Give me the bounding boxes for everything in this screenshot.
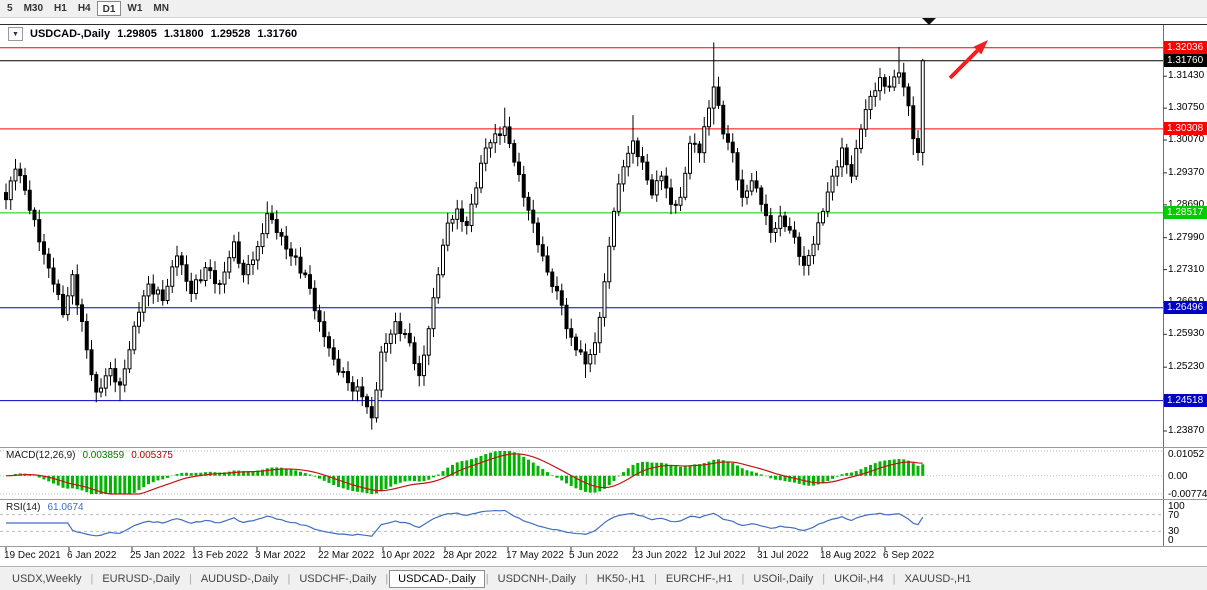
date-tick-label: 18 Aug 2022 bbox=[820, 550, 877, 561]
timeframe-button-5[interactable]: 5 bbox=[7, 3, 13, 14]
date-tick-label: 13 Feb 2022 bbox=[192, 550, 249, 561]
tab-separator: | bbox=[654, 572, 657, 585]
chart-info-line: ▼ USDCAD-,Daily 1.29805 1.31800 1.29528 … bbox=[8, 27, 297, 41]
tab-separator: | bbox=[188, 572, 192, 585]
macd-label: MACD(12,26,9) bbox=[6, 450, 76, 461]
macd-signal-line bbox=[5, 453, 923, 495]
tab-usdcnh-daily[interactable]: USDCNH-,Daily bbox=[497, 572, 576, 585]
timeframe-button-h1[interactable]: H1 bbox=[54, 3, 67, 14]
low-value: 1.29528 bbox=[210, 28, 251, 40]
tab-xauusd-h1[interactable]: XAUUSD-,H1 bbox=[904, 572, 972, 585]
trend-arrow-shaft[interactable] bbox=[948, 49, 979, 80]
horizontal-line-objects[interactable] bbox=[0, 47, 1163, 402]
date-tick-label: 19 Dec 2021 bbox=[4, 550, 61, 561]
macd-signal-value: 0.005375 bbox=[131, 450, 173, 461]
macd-scale-label: 0.00 bbox=[1168, 470, 1188, 482]
price-tick-label: 1.30750 bbox=[1168, 102, 1205, 114]
price-tick-label: 1.23870 bbox=[1168, 424, 1205, 436]
date-tick-label: 10 Apr 2022 bbox=[381, 550, 435, 561]
timeframe-button-d1[interactable]: D1 bbox=[96, 1, 122, 16]
macd-info-line: MACD(12,26,9) 0.003859 0.005375 bbox=[6, 450, 173, 461]
rsi-info-line: RSI(14) 61.0674 bbox=[6, 502, 84, 513]
one-click-trading-toggle[interactable]: ▼ bbox=[8, 27, 23, 41]
tab-ukoil-h4[interactable]: UKOil-,H4 bbox=[834, 572, 884, 585]
rsi-scale-label: 100 bbox=[1168, 501, 1185, 512]
candlestick-series bbox=[4, 42, 925, 430]
hline-price-label: 1.30308 bbox=[1164, 122, 1207, 136]
chart-canvas bbox=[0, 18, 1207, 551]
timeframe-button-h4[interactable]: H4 bbox=[77, 3, 91, 14]
hline-price-label: 1.26496 bbox=[1164, 301, 1207, 315]
date-tick-label: 28 Apr 2022 bbox=[443, 550, 497, 561]
price-tick-label: 1.25230 bbox=[1168, 361, 1205, 373]
date-tick-label: 23 Jun 2022 bbox=[632, 550, 688, 561]
rsi-scale-label: 30 bbox=[1168, 526, 1180, 538]
chevron-down-icon: ▼ bbox=[12, 30, 19, 38]
tab-separator: | bbox=[287, 572, 291, 585]
date-tick-label: 6 Jan 2022 bbox=[67, 550, 117, 561]
timeframe-button-m30[interactable]: M30 bbox=[23, 3, 44, 14]
open-value: 1.29805 bbox=[117, 28, 157, 40]
date-tick-label: 6 Sep 2022 bbox=[883, 550, 935, 561]
price-tick-label: 1.28690 bbox=[1168, 198, 1205, 210]
tab-eurchf-h1[interactable]: EURCHF-,H1 bbox=[665, 572, 733, 585]
trend-arrow-head[interactable] bbox=[973, 40, 988, 55]
symbol-period-label: USDCAD-,Daily bbox=[30, 28, 111, 40]
tab-separator: | bbox=[385, 572, 389, 585]
price-tick-label: 1.31430 bbox=[1168, 70, 1205, 82]
rsi-value: 61.0674 bbox=[47, 502, 84, 513]
price-tick-label: 1.27310 bbox=[1168, 263, 1205, 275]
hline-price-label: 1.32036 bbox=[1164, 41, 1207, 55]
rsi-scale-label: 70 bbox=[1168, 509, 1180, 521]
tab-separator: | bbox=[892, 572, 896, 585]
chart-tab-bar: USDX,Weekly | EURUSD-,Daily | AUDUSD-,Daily |… bbox=[0, 566, 1207, 590]
tab-usdchf-daily[interactable]: USDCHF-,Daily bbox=[299, 572, 377, 585]
timeframe-toolbar: 5 M30 H1 H4 D1 W1 MN bbox=[0, 0, 1207, 18]
rsi-line bbox=[6, 509, 924, 537]
macd-scale-label: 0.01052 bbox=[1168, 449, 1205, 460]
rsi-label: RSI(14) bbox=[6, 502, 41, 513]
rsi-scale-label: 0 bbox=[1168, 535, 1174, 546]
macd-scale-label: -0.00774 bbox=[1168, 489, 1207, 500]
date-tick-label: 3 Mar 2022 bbox=[255, 550, 306, 561]
price-tick-label: 1.25930 bbox=[1168, 328, 1205, 340]
tab-usdcad-daily[interactable]: USDCAD-,Daily bbox=[389, 569, 485, 588]
date-tick-label: 22 Mar 2022 bbox=[318, 550, 375, 561]
price-tick-label: 1.30070 bbox=[1168, 134, 1205, 146]
date-tick-label: 17 May 2022 bbox=[506, 550, 564, 561]
price-tick-label: 1.29370 bbox=[1168, 166, 1205, 178]
bid-price-label: 1.31760 bbox=[1164, 54, 1207, 68]
macd-main-value: 0.003859 bbox=[82, 450, 125, 461]
timeframe-button-w1[interactable]: W1 bbox=[127, 3, 143, 14]
date-tick-label: 5 Jun 2022 bbox=[569, 550, 619, 561]
tab-separator: | bbox=[741, 572, 745, 585]
tab-separator: | bbox=[485, 572, 489, 585]
date-tick-label: 31 Jul 2022 bbox=[757, 550, 809, 561]
hline-price-label: 1.24518 bbox=[1164, 394, 1207, 408]
high-value: 1.31800 bbox=[163, 28, 204, 40]
tab-audusd-daily[interactable]: AUDUSD-,Daily bbox=[200, 572, 279, 585]
close-value: 1.31760 bbox=[257, 28, 298, 40]
tab-separator: | bbox=[90, 572, 94, 585]
tab-separator: | bbox=[822, 572, 826, 585]
date-tick-label: 12 Jul 2022 bbox=[694, 550, 746, 561]
hline-price-label: 1.28517 bbox=[1164, 206, 1207, 220]
tab-hk50-h1[interactable]: HK50-,H1 bbox=[596, 572, 646, 585]
tab-usoil-daily[interactable]: USOil-,Daily bbox=[753, 572, 814, 585]
timeframe-button-mn[interactable]: MN bbox=[153, 3, 169, 14]
tab-separator: | bbox=[584, 572, 588, 585]
date-tick-label: 25 Jan 2022 bbox=[130, 550, 186, 561]
tab-usdx-weekly[interactable]: USDX,Weekly bbox=[12, 572, 82, 585]
chart-shift-marker[interactable] bbox=[922, 18, 936, 25]
tab-eurusd-daily[interactable]: EURUSD-,Daily bbox=[102, 572, 180, 585]
price-tick-label: 1.27990 bbox=[1168, 231, 1205, 243]
